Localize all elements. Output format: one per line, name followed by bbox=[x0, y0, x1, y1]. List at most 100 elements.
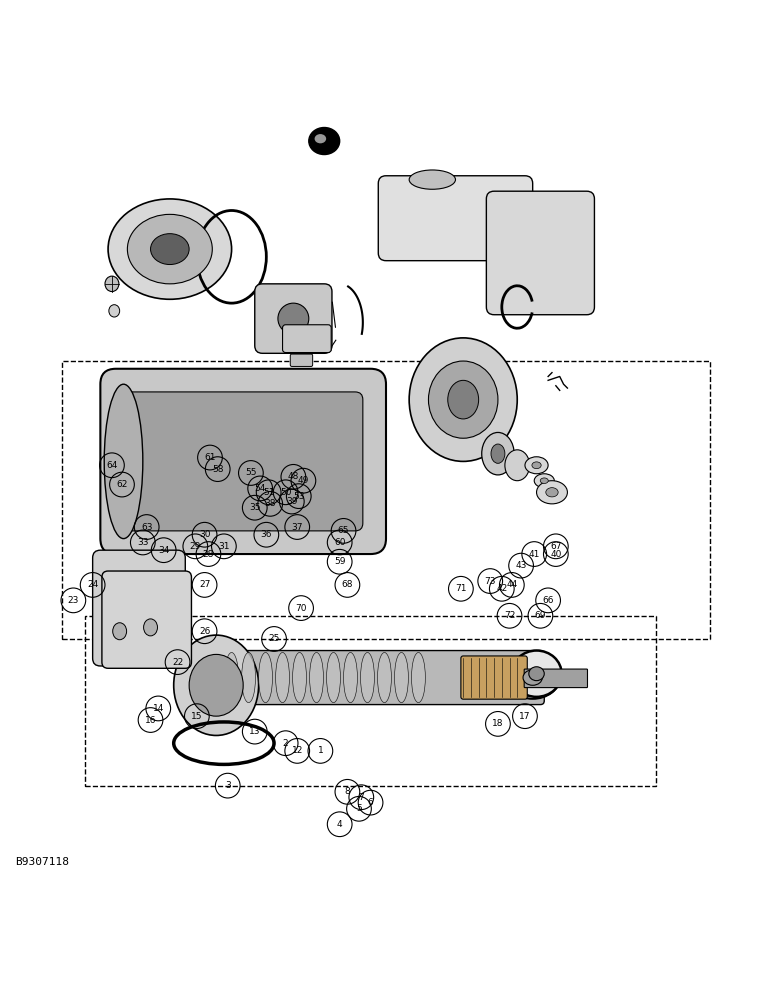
Text: 53: 53 bbox=[293, 492, 304, 501]
Ellipse shape bbox=[546, 488, 558, 497]
Text: 58: 58 bbox=[212, 465, 223, 474]
Ellipse shape bbox=[529, 667, 544, 681]
Ellipse shape bbox=[505, 450, 530, 481]
Text: 41: 41 bbox=[529, 550, 540, 559]
Text: 12: 12 bbox=[292, 746, 303, 755]
Ellipse shape bbox=[314, 134, 326, 143]
Ellipse shape bbox=[409, 338, 517, 461]
Text: 17: 17 bbox=[520, 712, 530, 721]
Ellipse shape bbox=[127, 214, 212, 284]
Text: 50: 50 bbox=[280, 488, 291, 497]
Text: 35: 35 bbox=[249, 503, 260, 512]
Ellipse shape bbox=[428, 361, 498, 438]
FancyBboxPatch shape bbox=[524, 669, 587, 688]
FancyBboxPatch shape bbox=[255, 284, 332, 353]
Text: 5: 5 bbox=[356, 804, 362, 813]
Ellipse shape bbox=[278, 303, 309, 334]
Ellipse shape bbox=[532, 462, 541, 469]
Ellipse shape bbox=[189, 654, 243, 716]
Text: 66: 66 bbox=[543, 596, 554, 605]
Text: 44: 44 bbox=[506, 580, 517, 589]
Text: 26: 26 bbox=[199, 627, 210, 636]
Text: 22: 22 bbox=[172, 658, 183, 667]
Text: 2: 2 bbox=[283, 739, 289, 748]
Text: 4: 4 bbox=[337, 820, 343, 829]
Text: 8: 8 bbox=[344, 787, 350, 796]
Ellipse shape bbox=[144, 619, 157, 636]
Text: 13: 13 bbox=[249, 727, 260, 736]
Text: 48: 48 bbox=[288, 472, 299, 481]
Text: 38: 38 bbox=[265, 499, 276, 508]
Text: 59: 59 bbox=[334, 557, 345, 566]
Ellipse shape bbox=[361, 652, 374, 703]
Text: B9307118: B9307118 bbox=[15, 857, 69, 867]
Ellipse shape bbox=[276, 652, 290, 703]
Text: 67: 67 bbox=[550, 542, 561, 551]
Ellipse shape bbox=[104, 384, 143, 539]
Ellipse shape bbox=[105, 276, 119, 292]
Text: 51: 51 bbox=[263, 488, 274, 497]
Ellipse shape bbox=[525, 457, 548, 474]
Text: 7: 7 bbox=[358, 793, 364, 802]
Ellipse shape bbox=[506, 656, 560, 699]
Ellipse shape bbox=[523, 670, 542, 685]
Ellipse shape bbox=[540, 478, 548, 483]
Text: 18: 18 bbox=[493, 719, 503, 728]
Ellipse shape bbox=[108, 199, 232, 299]
Text: 60: 60 bbox=[334, 538, 345, 547]
Text: 28: 28 bbox=[203, 550, 214, 559]
Ellipse shape bbox=[293, 652, 306, 703]
Text: 71: 71 bbox=[455, 584, 466, 593]
FancyBboxPatch shape bbox=[486, 191, 594, 315]
Ellipse shape bbox=[259, 652, 273, 703]
FancyBboxPatch shape bbox=[93, 550, 185, 666]
Text: 63: 63 bbox=[141, 523, 152, 532]
Ellipse shape bbox=[327, 652, 340, 703]
Text: 15: 15 bbox=[191, 712, 202, 721]
Text: 49: 49 bbox=[298, 476, 309, 485]
Text: 37: 37 bbox=[292, 523, 303, 532]
Text: 42: 42 bbox=[496, 584, 507, 593]
FancyBboxPatch shape bbox=[290, 354, 313, 366]
Ellipse shape bbox=[174, 635, 259, 735]
Text: 31: 31 bbox=[218, 542, 229, 551]
Text: 25: 25 bbox=[269, 634, 279, 643]
Ellipse shape bbox=[411, 652, 425, 703]
Text: 64: 64 bbox=[107, 461, 117, 470]
Text: 70: 70 bbox=[296, 604, 306, 613]
Ellipse shape bbox=[482, 432, 514, 475]
Text: 1: 1 bbox=[317, 746, 323, 755]
Text: 72: 72 bbox=[504, 611, 515, 620]
Text: 69: 69 bbox=[535, 611, 546, 620]
Text: 68: 68 bbox=[342, 580, 353, 589]
FancyBboxPatch shape bbox=[378, 176, 533, 261]
FancyBboxPatch shape bbox=[102, 571, 191, 668]
FancyBboxPatch shape bbox=[283, 325, 331, 353]
Ellipse shape bbox=[534, 474, 554, 488]
Text: 36: 36 bbox=[261, 530, 272, 539]
Text: 6: 6 bbox=[367, 798, 374, 807]
Ellipse shape bbox=[151, 234, 189, 265]
Ellipse shape bbox=[344, 652, 357, 703]
Ellipse shape bbox=[378, 652, 391, 703]
Text: 29: 29 bbox=[190, 542, 201, 551]
Text: 61: 61 bbox=[205, 453, 215, 462]
Ellipse shape bbox=[310, 652, 323, 703]
Text: 30: 30 bbox=[199, 530, 210, 539]
Text: 33: 33 bbox=[137, 538, 148, 547]
FancyBboxPatch shape bbox=[461, 656, 527, 699]
Ellipse shape bbox=[511, 651, 561, 697]
Text: 73: 73 bbox=[485, 577, 496, 586]
Text: 65: 65 bbox=[338, 526, 349, 535]
Ellipse shape bbox=[491, 444, 505, 463]
Text: 23: 23 bbox=[68, 596, 79, 605]
Ellipse shape bbox=[537, 481, 567, 504]
Ellipse shape bbox=[409, 170, 455, 189]
Text: 14: 14 bbox=[153, 704, 164, 713]
FancyBboxPatch shape bbox=[100, 369, 386, 554]
Text: 27: 27 bbox=[199, 580, 210, 589]
Ellipse shape bbox=[225, 652, 239, 703]
Text: 34: 34 bbox=[158, 546, 169, 555]
Text: 24: 24 bbox=[87, 580, 98, 589]
Text: 43: 43 bbox=[516, 561, 527, 570]
